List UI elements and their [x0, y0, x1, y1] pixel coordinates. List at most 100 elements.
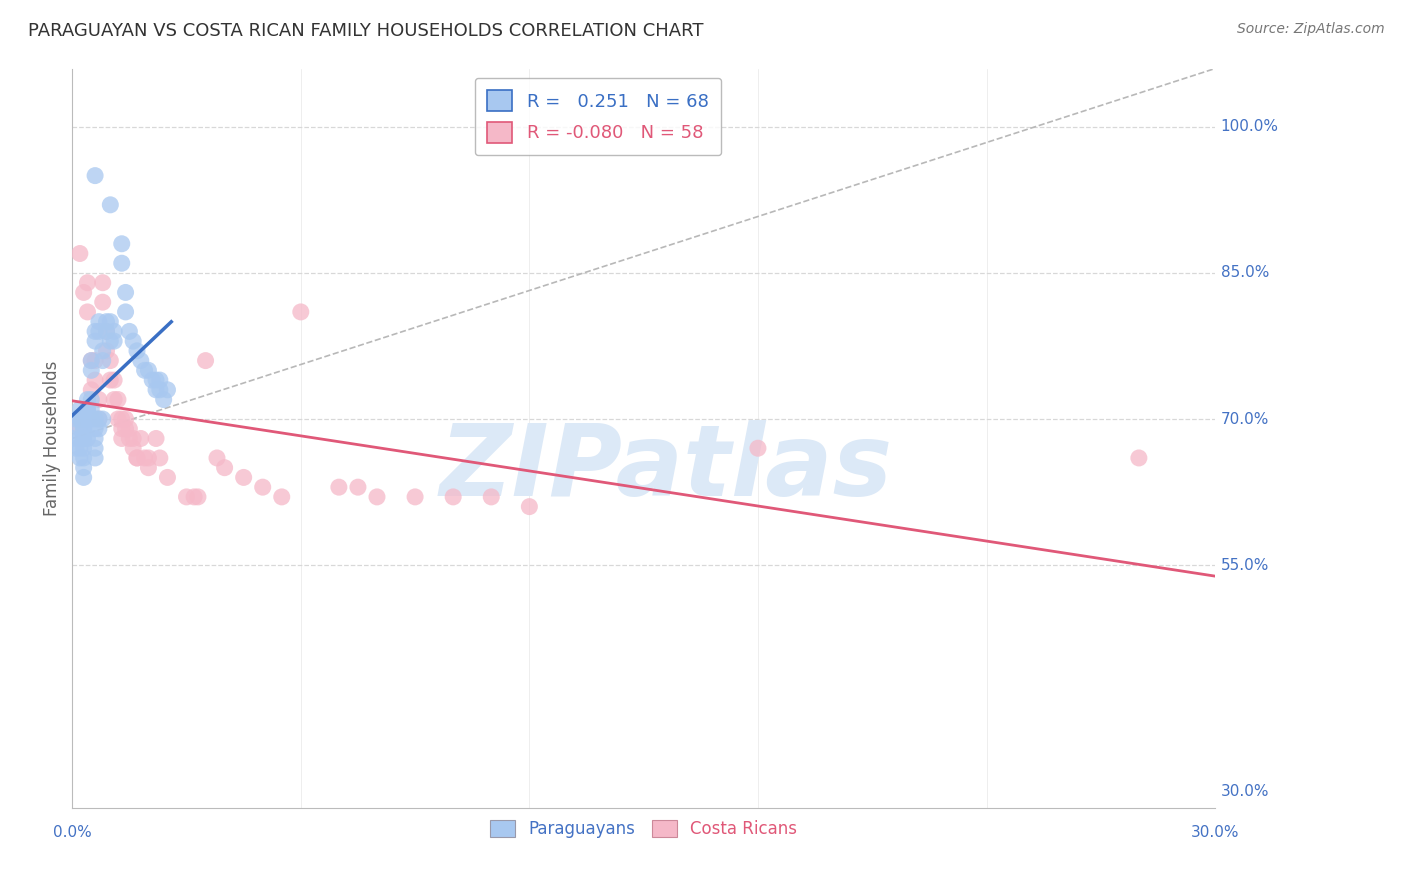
Point — [76, 402, 98, 417]
Point — [404, 490, 426, 504]
Text: 85.0%: 85.0% — [1220, 266, 1270, 280]
Point — [84, 334, 107, 348]
Point — [103, 325, 125, 339]
Text: 30.0%: 30.0% — [1220, 784, 1270, 798]
Point — [111, 256, 134, 270]
Point — [103, 392, 125, 407]
Point — [65, 412, 87, 426]
Point — [96, 325, 118, 339]
Point — [107, 412, 129, 426]
Point — [73, 460, 96, 475]
Point — [747, 441, 769, 455]
Point — [80, 412, 103, 426]
Point — [232, 470, 254, 484]
Point — [87, 325, 110, 339]
Point — [149, 383, 172, 397]
Point — [84, 412, 107, 426]
Point — [73, 412, 96, 426]
Point — [156, 470, 179, 484]
Point — [96, 343, 118, 358]
Point — [80, 392, 103, 407]
Point — [141, 373, 163, 387]
Text: Source: ZipAtlas.com: Source: ZipAtlas.com — [1237, 22, 1385, 37]
Point — [1128, 450, 1150, 465]
Point — [76, 276, 98, 290]
Point — [73, 432, 96, 446]
Point — [69, 450, 91, 465]
Point — [205, 450, 228, 465]
Point — [73, 422, 96, 436]
Point — [80, 363, 103, 377]
Point — [111, 422, 134, 436]
Point — [69, 246, 91, 260]
Point — [73, 441, 96, 455]
Point — [98, 353, 121, 368]
Point — [96, 315, 118, 329]
Point — [138, 450, 160, 465]
Point — [103, 373, 125, 387]
Point — [118, 432, 141, 446]
Point — [152, 392, 174, 407]
Point — [91, 353, 114, 368]
Point — [96, 325, 118, 339]
Point — [84, 169, 107, 183]
Point — [114, 412, 136, 426]
Point — [73, 450, 96, 465]
Point — [91, 343, 114, 358]
Point — [114, 305, 136, 319]
Text: ZIPatlas: ZIPatlas — [440, 419, 893, 516]
Point — [290, 305, 312, 319]
Point — [73, 422, 96, 436]
Point — [122, 432, 145, 446]
Point — [122, 441, 145, 455]
Point — [441, 490, 464, 504]
Point — [103, 334, 125, 348]
Point — [107, 392, 129, 407]
Point — [84, 441, 107, 455]
Point — [519, 500, 541, 514]
Point — [118, 422, 141, 436]
Point — [328, 480, 350, 494]
Point — [134, 363, 156, 377]
Point — [111, 432, 134, 446]
Legend: Paraguayans, Costa Ricans: Paraguayans, Costa Ricans — [484, 813, 804, 845]
Point — [80, 353, 103, 368]
Point — [76, 305, 98, 319]
Point — [98, 315, 121, 329]
Point — [187, 490, 209, 504]
Point — [76, 392, 98, 407]
Point — [176, 490, 198, 504]
Point — [134, 450, 156, 465]
Point — [149, 450, 172, 465]
Point — [84, 325, 107, 339]
Point — [84, 373, 107, 387]
Point — [183, 490, 205, 504]
Point — [73, 470, 96, 484]
Point — [194, 353, 217, 368]
Point — [145, 383, 167, 397]
Point — [65, 441, 87, 455]
Point — [145, 373, 167, 387]
Point — [76, 402, 98, 417]
Point — [98, 373, 121, 387]
Point — [479, 490, 502, 504]
Point — [69, 412, 91, 426]
Point — [76, 412, 98, 426]
Point — [125, 343, 148, 358]
Point — [87, 315, 110, 329]
Point — [98, 198, 121, 212]
Point — [87, 412, 110, 426]
Point — [73, 285, 96, 300]
Point — [80, 353, 103, 368]
Point — [91, 295, 114, 310]
Text: 30.0%: 30.0% — [1191, 825, 1239, 840]
Point — [87, 422, 110, 436]
Point — [125, 450, 148, 465]
Point — [69, 412, 91, 426]
Point — [91, 276, 114, 290]
Text: 70.0%: 70.0% — [1220, 411, 1270, 426]
Point — [73, 432, 96, 446]
Point — [60, 432, 83, 446]
Point — [76, 432, 98, 446]
Point — [111, 236, 134, 251]
